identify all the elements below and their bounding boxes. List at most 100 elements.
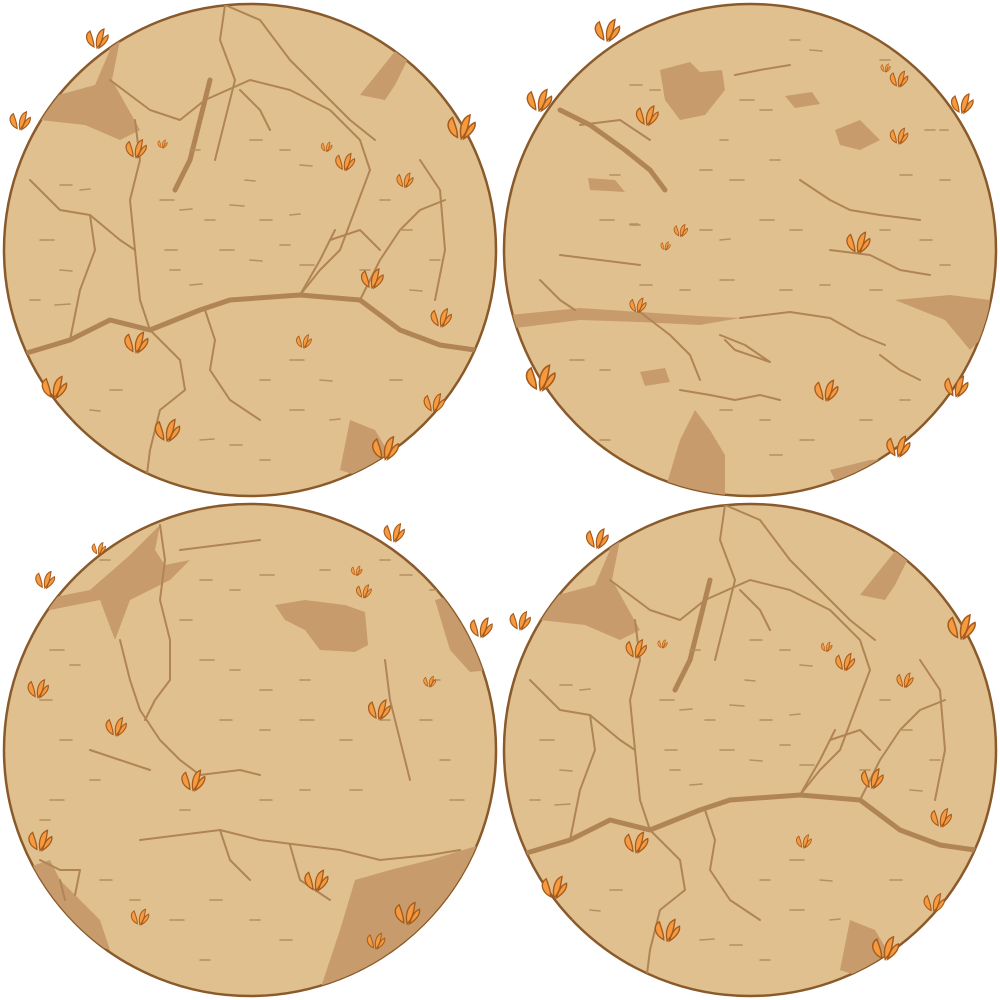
soil-texture-marks [359, 199, 441, 292]
sprout-icon [950, 93, 974, 114]
ground-crack [219, 829, 251, 881]
ground-crack [644, 829, 686, 991]
ground-crack [289, 844, 331, 901]
ground-crack [214, 4, 236, 161]
ground-crack [144, 329, 186, 491]
sprout-icon [35, 570, 56, 589]
tile-bottom-right [502, 502, 998, 998]
ground-crack [419, 159, 446, 301]
soil-texture-marks [759, 859, 903, 921]
ground-crack [704, 809, 761, 921]
ground-crack [719, 334, 771, 363]
dark-soil-patch [640, 368, 670, 386]
sprout-icon [585, 528, 609, 549]
dark-soil-patch [665, 410, 725, 495]
dark-soil-patch [540, 520, 640, 640]
ground-disc [2, 2, 498, 498]
soil-texture-marks [199, 559, 441, 591]
ground-crack [39, 859, 81, 896]
ground-crack [199, 769, 261, 776]
ground-crack [829, 729, 881, 751]
sprout-icon [594, 18, 621, 42]
dark-soil-patch [275, 600, 368, 652]
ground-crack [639, 311, 701, 381]
tile-top-left [2, 2, 498, 498]
ground-crack [539, 279, 576, 311]
sprout-icon [469, 617, 493, 638]
soil-texture-marks [629, 39, 891, 111]
ground-crack [17, 292, 478, 358]
ground-crack [224, 4, 376, 141]
ground-crack [609, 579, 871, 796]
soil-texture-marks [164, 139, 313, 251]
ground-crack [109, 79, 371, 296]
ground-crack [919, 659, 946, 801]
ground-crack [119, 639, 201, 776]
dark-soil-patch [588, 178, 625, 192]
ground-crack [569, 714, 596, 841]
ground-crack [179, 539, 261, 551]
sprout-icon [383, 523, 405, 543]
ground-crack [724, 504, 876, 641]
ground-crack [734, 64, 791, 76]
ground-disc [502, 2, 998, 498]
soil-texture-marks [659, 699, 801, 721]
ground-crack [579, 119, 651, 141]
tile-top-right [502, 2, 998, 498]
dark-soil-patch [660, 62, 725, 120]
sprout-icon [9, 111, 31, 131]
ground-crack [559, 254, 641, 266]
dark-soil-patch [40, 20, 140, 140]
dark-soil-patch [895, 295, 990, 350]
ground-disc [2, 502, 498, 998]
sprout-icon [509, 611, 531, 631]
dark-soil-patch [785, 92, 820, 108]
soil-texture-marks [529, 684, 591, 806]
ground-crack [144, 524, 171, 721]
ground-crack [204, 309, 261, 421]
ground-crack [799, 179, 921, 221]
ground-crack [879, 354, 921, 381]
soil-texture-marks [99, 879, 293, 961]
soil-texture-marks [599, 129, 949, 456]
soil-texture-marks [859, 699, 941, 792]
ground-crack [384, 659, 411, 781]
tile-bottom-left [2, 502, 498, 998]
ground-crack [329, 229, 381, 251]
ground-crack [59, 879, 66, 901]
soil-texture-marks [49, 719, 391, 801]
sprout-icon [85, 28, 109, 49]
soil-texture-marks [169, 244, 315, 286]
soil-texture-marks [669, 744, 815, 786]
ground-crack [69, 214, 96, 341]
dark-soil-patch [860, 545, 910, 600]
ground-crack [139, 829, 461, 861]
ground-crack [239, 89, 271, 131]
soil-texture-marks [639, 264, 951, 291]
soil-texture-marks [179, 719, 465, 811]
soil-texture-marks [39, 649, 311, 701]
ground-crack [557, 107, 668, 193]
soil-texture-marks [259, 359, 403, 421]
ground-crack [517, 792, 978, 858]
dark-soil-patch [40, 525, 190, 640]
soil-texture-marks [599, 219, 933, 241]
soil-texture-marks [29, 184, 91, 306]
ground-crack [739, 589, 771, 631]
dark-soil-patch [360, 45, 410, 100]
soil-texture-marks [159, 199, 301, 221]
ground-crack [739, 311, 886, 346]
ground-disc [502, 502, 998, 998]
ground-crack [799, 729, 836, 796]
soil-texture-marks [664, 639, 813, 751]
dark-soil-patch [835, 120, 880, 150]
ground-crack [299, 229, 336, 296]
soil-texture-marks [569, 359, 911, 441]
ground-crack [89, 749, 151, 771]
soil-texture-marks [609, 129, 951, 181]
ground-crack [679, 389, 781, 401]
ground-crack [714, 504, 736, 661]
dark-soil-patch [510, 308, 740, 328]
